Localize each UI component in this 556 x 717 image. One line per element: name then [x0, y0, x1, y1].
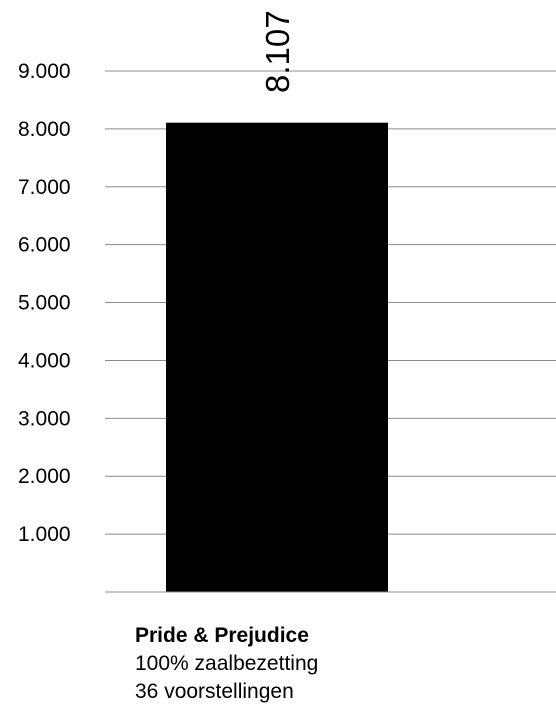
performances-label: 36 voorstellingen [135, 680, 294, 703]
bar-chart: 1.000 2.000 3.000 4.000 5.000 6.000 7.000 8.000… [18, 10, 556, 593]
bars [166, 122, 388, 593]
y-tick-label: 4.000 [18, 349, 71, 372]
occupancy-label: 100% zaalbezetting [135, 652, 319, 675]
y-tick-label: 8.000 [18, 118, 71, 141]
y-tick-label: 1.000 [18, 523, 71, 546]
y-tick-label: 2.000 [18, 465, 71, 488]
y-tick-label: 3.000 [18, 407, 71, 430]
category-label: Pride & Prejudice [135, 624, 309, 647]
data-labels: 8.107 [259, 10, 296, 93]
y-tick-label: 5.000 [18, 292, 71, 315]
y-tick-label: 9.000 [18, 60, 71, 83]
bar-value-label: 8.107 [259, 10, 296, 93]
bar [166, 122, 388, 593]
y-axis-tick-labels: 1.000 2.000 3.000 4.000 5.000 6.000 7.000 8.000… [18, 60, 71, 546]
y-tick-label: 6.000 [18, 234, 71, 257]
y-tick-label: 7.000 [18, 176, 71, 199]
bar-caption: Pride & Prejudice 100% zaalbezetting 36 … [135, 622, 535, 706]
